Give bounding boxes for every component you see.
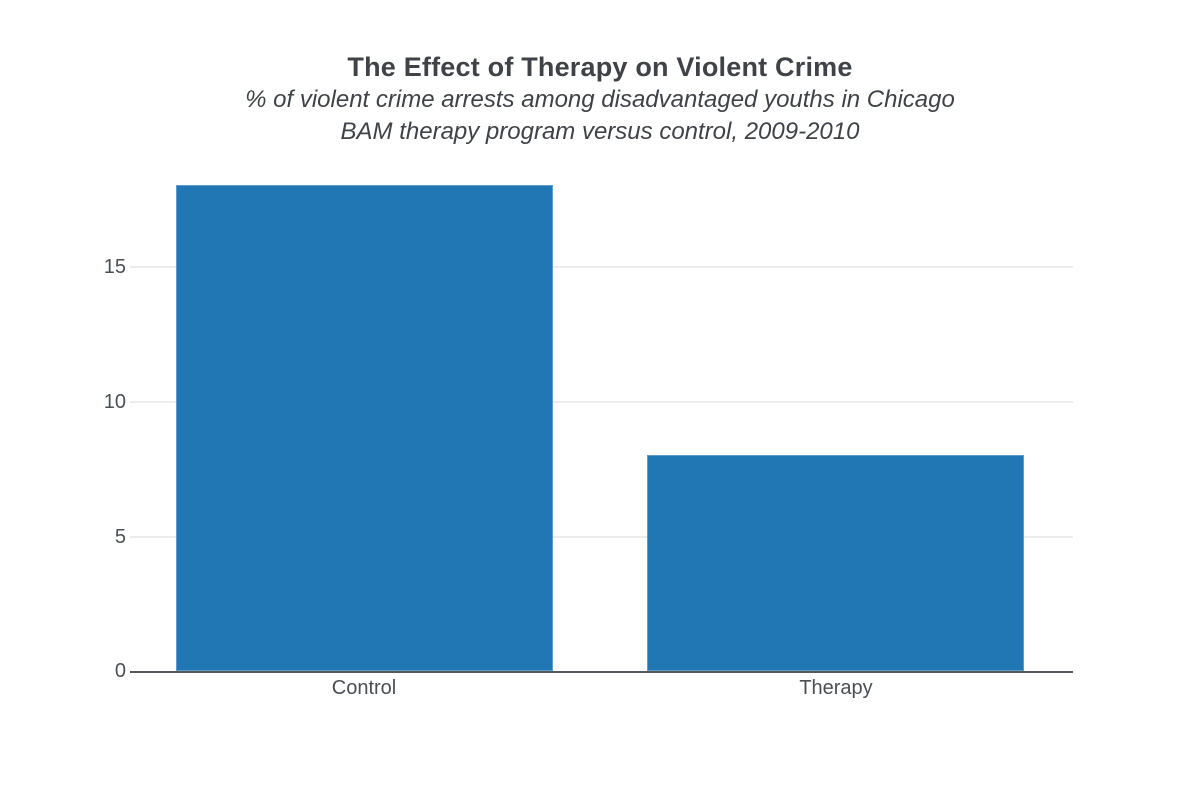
chart-subtitle-line-2: BAM therapy program versus control, 2009…	[340, 118, 860, 145]
bar-therapy	[647, 455, 1024, 671]
y-axis-tick-label-15: 15	[103, 256, 126, 278]
plot-area: Control Therapy	[130, 172, 1073, 699]
x-axis-line	[130, 671, 1073, 673]
x-axis-label-therapy: Therapy	[799, 677, 873, 699]
gridline-5	[130, 536, 1073, 538]
bar-control	[176, 185, 553, 671]
gridline-15	[130, 266, 1073, 268]
y-axis-tick-label-10: 10	[103, 391, 126, 413]
chart-subtitle-line-1: % of violent crime arrests among disadva…	[245, 86, 955, 113]
chart-header: The Effect of Therapy on Violent Crime %…	[0, 50, 1200, 148]
y-axis-tick-label-0: 0	[114, 660, 126, 682]
x-axis-label-control: Control	[331, 677, 397, 699]
y-axis-tick-label-5: 5	[114, 526, 126, 548]
chart-title: The Effect of Therapy on Violent Crime	[347, 52, 853, 82]
gridline-10	[130, 401, 1073, 403]
